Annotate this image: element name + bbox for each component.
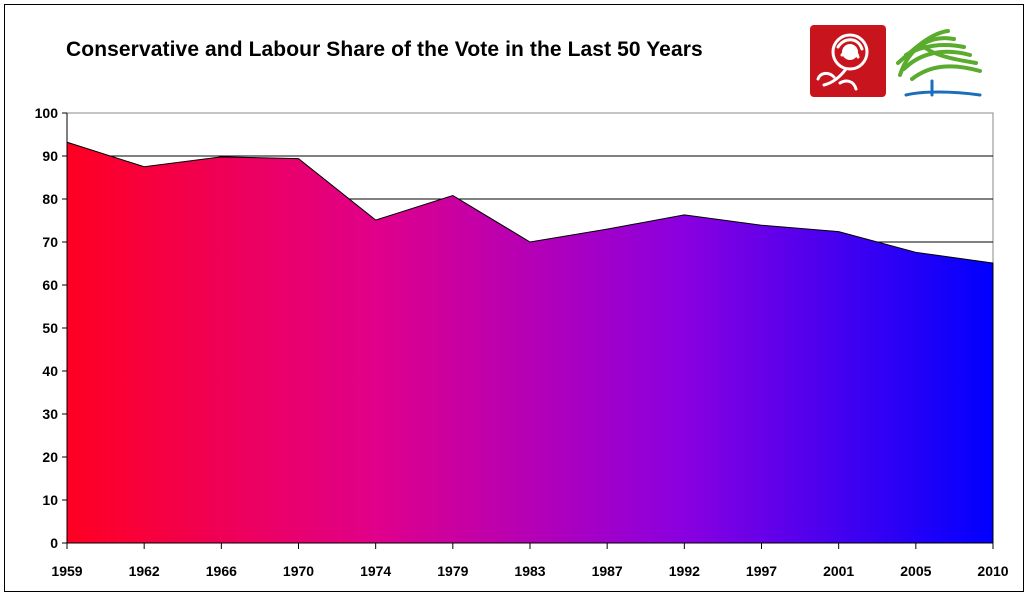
y-tick-label-70: 70 (42, 234, 58, 250)
x-tick-label-1983: 1983 (514, 563, 545, 579)
x-tick-label-1987: 1987 (592, 563, 623, 579)
x-tick-label-1997: 1997 (746, 563, 777, 579)
x-tick-label-1974: 1974 (360, 563, 391, 579)
labour-logo-background (810, 25, 886, 97)
y-tick-label-20: 20 (42, 449, 58, 465)
x-tick-label-1962: 1962 (129, 563, 160, 579)
y-tick-label-40: 40 (42, 363, 58, 379)
y-tick-label-10: 10 (42, 492, 58, 508)
chart-title: Conservative and Labour Share of the Vot… (66, 38, 703, 61)
conservative-tree-logo (896, 29, 982, 97)
x-tick-label-1959: 1959 (51, 563, 82, 579)
x-tick-label-2010: 2010 (977, 563, 1008, 579)
labour-rose-logo (810, 25, 886, 97)
y-tick-label-100: 100 (35, 105, 59, 121)
y-tick-label-30: 30 (42, 406, 58, 422)
y-tick-label-60: 60 (42, 277, 58, 293)
x-axis-ticks: 1959 1962 1966 1970 1974 1979 1983 1987 1992 1997… (51, 543, 1009, 579)
y-axis-ticks: 0 10 20 30 40 50 60 70 80 90 100 (35, 105, 67, 551)
x-tick-label-1970: 1970 (283, 563, 314, 579)
x-tick-label-1979: 1979 (437, 563, 468, 579)
y-tick-label-50: 50 (42, 320, 58, 336)
tree-trunk-icon (904, 79, 982, 97)
x-tick-label-2001: 2001 (823, 563, 854, 579)
x-tick-label-2005: 2005 (900, 563, 931, 579)
tree-canopy-icon (896, 29, 982, 81)
y-tick-label-0: 0 (50, 535, 58, 551)
y-tick-label-80: 80 (42, 191, 58, 207)
vote-share-area (66, 141, 994, 544)
y-tick-label-90: 90 (42, 148, 58, 164)
plot-area (66, 112, 994, 544)
x-tick-label-1992: 1992 (669, 563, 700, 579)
x-tick-label-1966: 1966 (206, 563, 237, 579)
rose-center-icon (842, 44, 858, 60)
